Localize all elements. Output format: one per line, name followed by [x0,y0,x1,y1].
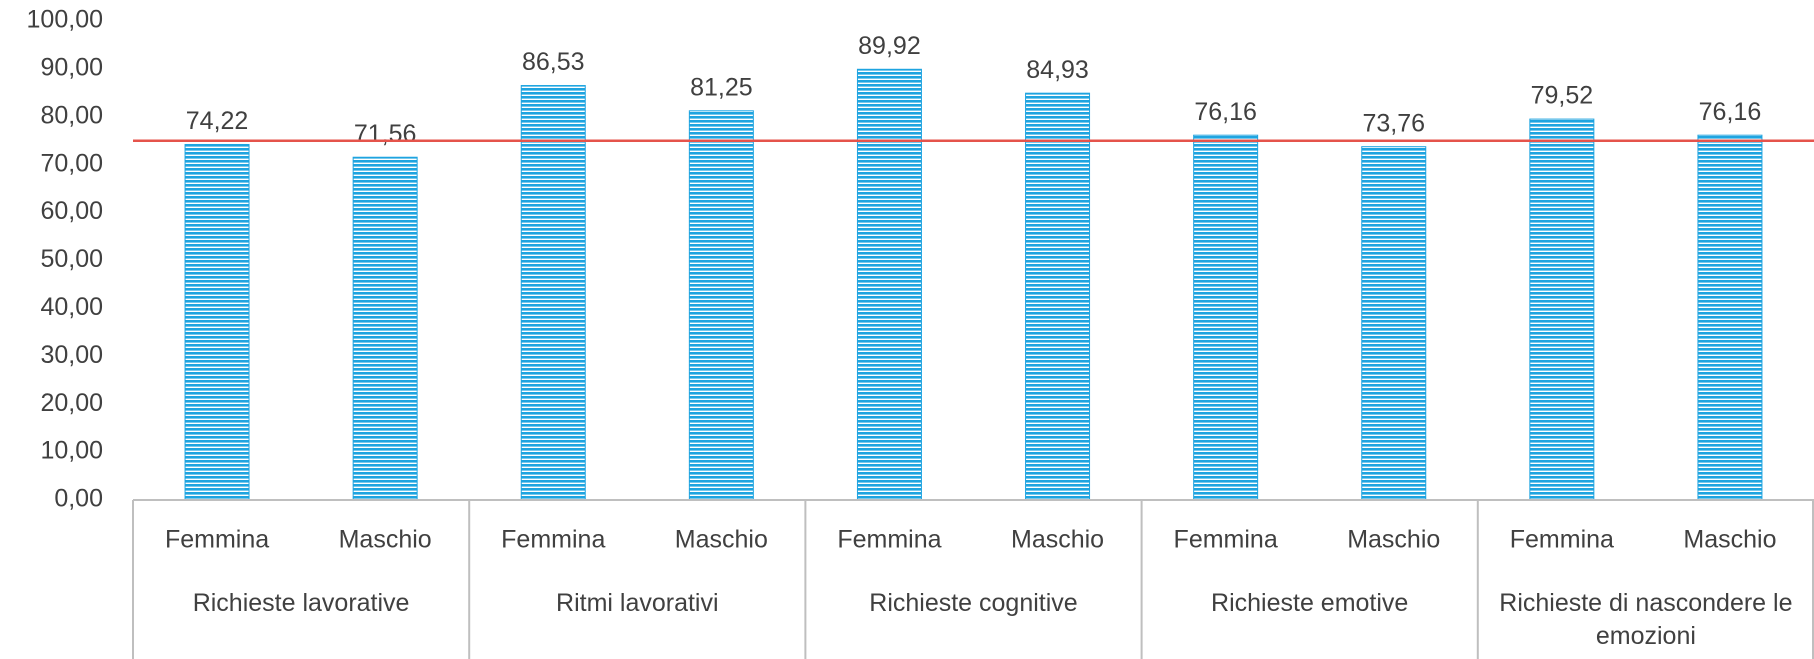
group-label: Richieste di nascondere le emozioni [1499,589,1793,650]
bar [1025,92,1091,501]
bar [520,85,586,501]
value-label: 86,53 [522,48,585,76]
value-label: 73,76 [1362,109,1425,137]
y-tick-label: 0,00 [54,485,103,513]
bar [688,110,754,501]
bar [856,68,922,501]
y-tick-label: 80,00 [40,101,103,129]
group-label: Ritmi lavorativi [556,589,719,617]
y-tick-label: 30,00 [40,341,103,369]
value-label: 81,25 [690,73,753,101]
y-tick-label: 70,00 [40,149,103,177]
x-tick-label: Femmina [1174,526,1278,554]
x-tick-label: Femmina [165,526,269,554]
value-label: 84,93 [1026,56,1089,84]
group-label: Richieste cognitive [869,589,1078,617]
bar [352,156,418,501]
y-tick-label: 10,00 [40,437,103,465]
x-tick-label: Maschio [1011,526,1104,554]
bar [1697,134,1763,501]
y-tick-label: 50,00 [40,245,103,273]
x-tick-label: Maschio [1683,526,1776,554]
value-label: 71,56 [354,120,417,148]
value-label: 89,92 [858,32,921,60]
bar [1361,146,1427,501]
value-label: 76,16 [1699,98,1762,126]
x-tick-label: Femmina [501,526,605,554]
group-label: Richieste lavorative [192,589,410,617]
x-tick-label: Femmina [1510,526,1614,554]
y-tick-label: 20,00 [40,389,103,417]
value-label: 79,52 [1531,82,1594,110]
x-tick-label: Maschio [1347,526,1440,554]
bar [184,143,250,501]
bar [1529,118,1595,501]
y-tick-label: 40,00 [40,293,103,321]
y-tick-label: 90,00 [40,54,103,82]
y-tick-label: 100,00 [27,6,103,34]
bar [1193,134,1259,501]
x-tick-label: Maschio [675,526,768,554]
value-label: 76,16 [1194,98,1257,126]
group-label: Richieste emotive [1211,589,1409,617]
x-tick-label: Femmina [837,526,941,554]
y-tick-label: 60,00 [40,197,103,225]
x-tick-label: Maschio [339,526,432,554]
value-label: 74,22 [186,107,249,135]
